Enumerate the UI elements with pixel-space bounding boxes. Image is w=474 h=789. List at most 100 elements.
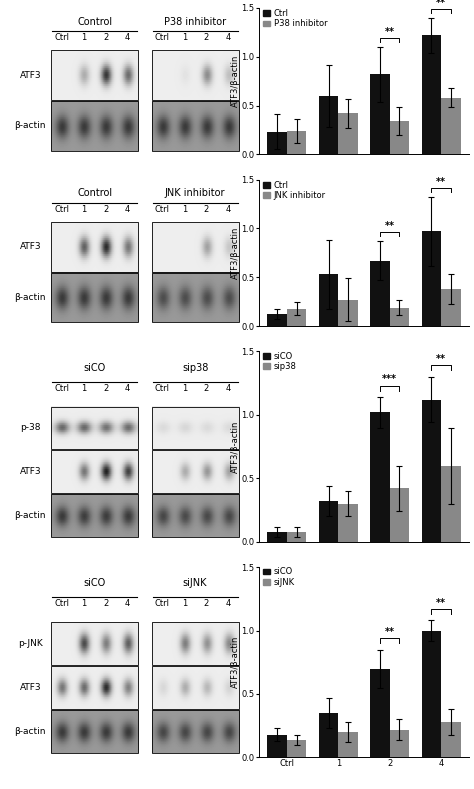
Bar (319, 501, 338, 542)
Text: 2: 2 (103, 33, 108, 42)
Bar (390, 308, 409, 326)
Text: **: ** (436, 354, 446, 364)
Bar (319, 275, 338, 326)
Text: 1: 1 (182, 600, 187, 608)
Bar (421, 36, 441, 155)
Text: **: ** (436, 0, 446, 8)
Text: Ctrl: Ctrl (55, 600, 70, 608)
Text: **: ** (385, 626, 395, 637)
Bar (338, 503, 358, 542)
Bar (152, 451, 239, 493)
Text: 4: 4 (225, 33, 230, 42)
Bar (287, 532, 307, 542)
Bar (51, 273, 138, 323)
Y-axis label: ATF3/β-actin: ATF3/β-actin (231, 421, 240, 473)
Text: **: ** (385, 222, 395, 231)
Bar (370, 413, 390, 542)
Bar (152, 710, 239, 753)
Text: Ctrl: Ctrl (55, 33, 70, 42)
Bar (51, 451, 138, 493)
Text: JNK inhibitor: JNK inhibitor (165, 189, 225, 198)
Legend: Ctrl, JNK inhibitor: Ctrl, JNK inhibitor (263, 181, 326, 200)
Text: P38 inhibitor: P38 inhibitor (164, 17, 226, 27)
Text: Ctrl: Ctrl (155, 383, 170, 393)
Text: 4: 4 (125, 33, 130, 42)
Text: 2: 2 (203, 600, 209, 608)
Legend: siCO, siJNK: siCO, siJNK (263, 567, 295, 587)
Bar (338, 732, 358, 757)
Bar (267, 735, 287, 757)
Bar (287, 131, 307, 155)
Text: 4: 4 (125, 204, 130, 214)
Text: β-actin: β-actin (15, 511, 46, 520)
Text: 1: 1 (81, 204, 86, 214)
Bar (152, 222, 239, 272)
Bar (51, 101, 138, 151)
Bar (267, 314, 287, 326)
Text: **: ** (436, 178, 446, 188)
Text: p-38: p-38 (20, 424, 41, 432)
Bar (370, 260, 390, 326)
Bar (370, 74, 390, 155)
Text: 4: 4 (125, 383, 130, 393)
Bar (51, 710, 138, 753)
Text: siCO: siCO (83, 363, 106, 372)
Text: ***: *** (382, 374, 397, 384)
Text: **: ** (385, 27, 395, 37)
Bar (441, 98, 461, 155)
Bar (390, 488, 409, 542)
Bar (51, 406, 138, 450)
Bar (267, 532, 287, 542)
Bar (152, 273, 239, 323)
Text: Ctrl: Ctrl (155, 204, 170, 214)
Legend: siCO, sip38: siCO, sip38 (263, 352, 297, 371)
Text: 1: 1 (81, 600, 86, 608)
Text: **: ** (436, 597, 446, 608)
Bar (287, 739, 307, 757)
Text: β-actin: β-actin (15, 122, 46, 130)
Bar (319, 95, 338, 155)
Bar (441, 722, 461, 757)
Bar (152, 406, 239, 450)
Text: ATF3: ATF3 (19, 467, 41, 477)
Text: Ctrl: Ctrl (155, 33, 170, 42)
Text: ATF3: ATF3 (19, 242, 41, 252)
Bar (441, 289, 461, 326)
Text: 1: 1 (81, 383, 86, 393)
Text: 4: 4 (225, 600, 230, 608)
Text: Ctrl: Ctrl (55, 383, 70, 393)
Text: siJNK: siJNK (183, 578, 208, 589)
Bar (421, 399, 441, 542)
Text: 2: 2 (103, 204, 108, 214)
Text: 4: 4 (225, 204, 230, 214)
Text: 1: 1 (182, 33, 187, 42)
Bar (390, 730, 409, 757)
Bar (390, 122, 409, 155)
Text: p-JNK: p-JNK (18, 639, 43, 649)
Text: sip38: sip38 (182, 363, 208, 372)
Text: 4: 4 (225, 383, 230, 393)
Bar (152, 494, 239, 537)
Text: siCO: siCO (83, 578, 106, 589)
Text: Ctrl: Ctrl (55, 204, 70, 214)
Text: 4: 4 (125, 600, 130, 608)
Bar (441, 466, 461, 542)
Legend: Ctrl, P38 inhibitor: Ctrl, P38 inhibitor (263, 9, 328, 28)
Bar (51, 494, 138, 537)
Bar (152, 101, 239, 151)
Text: 2: 2 (203, 204, 209, 214)
Text: 2: 2 (203, 383, 209, 393)
Bar (51, 222, 138, 272)
Bar (152, 50, 239, 100)
Bar (287, 308, 307, 326)
Bar (152, 666, 239, 709)
Text: ATF3: ATF3 (19, 71, 41, 80)
Text: Control: Control (77, 17, 112, 27)
Text: Control: Control (77, 189, 112, 198)
Bar (319, 713, 338, 757)
Bar (370, 668, 390, 757)
Text: 1: 1 (81, 33, 86, 42)
Text: 1: 1 (182, 383, 187, 393)
Y-axis label: ATF3/β-actin: ATF3/β-actin (231, 55, 240, 107)
Text: β-actin: β-actin (15, 727, 46, 736)
